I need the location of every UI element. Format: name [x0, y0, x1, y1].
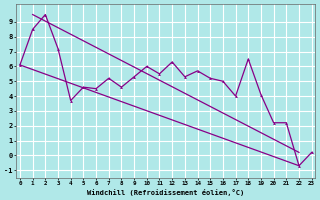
X-axis label: Windchill (Refroidissement éolien,°C): Windchill (Refroidissement éolien,°C): [87, 189, 244, 196]
